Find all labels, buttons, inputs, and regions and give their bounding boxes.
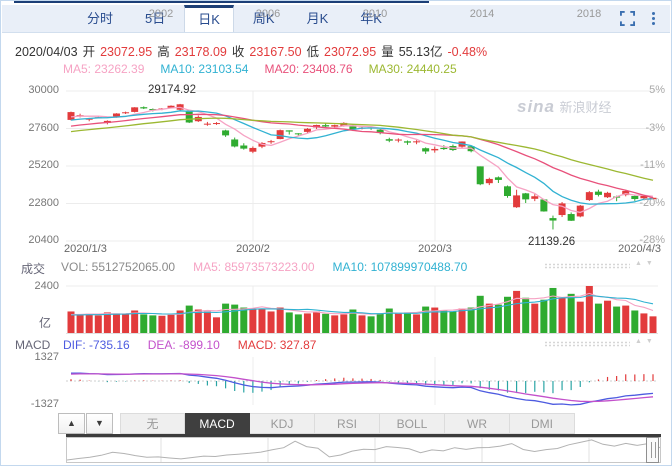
minimap-range-handle[interactable] bbox=[646, 437, 659, 463]
indicator-up-button[interactable]: ▲ bbox=[58, 413, 85, 434]
indicator-down-button[interactable]: ▼ bbox=[86, 413, 113, 434]
ma-legend-bar: MA5: 23262.39 MA10: 23103.54 MA20: 23408.7… bbox=[63, 62, 473, 76]
minimap-top-bar bbox=[66, 434, 661, 437]
main-percent-axis-tick: -11% bbox=[640, 159, 665, 171]
minimap-year-label: 2010 bbox=[362, 8, 388, 20]
main-x-axis-tick: 2020/3 bbox=[418, 243, 452, 255]
quote-field-value: 23072.95 bbox=[100, 45, 153, 59]
macd-legend-item: DEA: -899.10 bbox=[147, 338, 220, 352]
watermark-logo: sina bbox=[517, 97, 556, 116]
main-y-axis-tick: 30000 bbox=[28, 84, 59, 96]
indicator-tab[interactable]: MACD bbox=[185, 413, 250, 434]
history-minimap[interactable] bbox=[66, 437, 661, 463]
high-price-label: 29174.92 bbox=[148, 84, 196, 96]
main-x-axis-tick: 2020/1/3 bbox=[64, 243, 107, 255]
header-icons bbox=[620, 11, 655, 26]
volume-legend-item: VOL: 5512752065.00 bbox=[61, 260, 176, 274]
quote-field-label: 量 bbox=[381, 45, 394, 59]
low-price-label: 21139.26 bbox=[528, 236, 576, 248]
period-tab[interactable]: 日K bbox=[184, 5, 234, 32]
quote-field-value: 23178.09 bbox=[174, 45, 227, 59]
macd-legend: DIF: -735.16 DEA: -899.10 MACD: 327.87 bbox=[63, 338, 334, 352]
ma-legend-item: MA30: 24440.25 bbox=[368, 62, 457, 76]
volume-y-tick: 2400 bbox=[34, 280, 59, 292]
period-tab[interactable]: 周K bbox=[252, 11, 275, 26]
indicator-tabbar: 无 MACD KDJ RSI BOLL WR DMI bbox=[120, 413, 575, 434]
volume-legend-item: MA10: 107899970488.70 bbox=[332, 260, 468, 274]
quote-field-label: 高 bbox=[157, 45, 170, 59]
quote-field-label: 收 bbox=[231, 45, 245, 59]
macd-legend-item: DIF: -735.16 bbox=[63, 338, 130, 352]
main-percent-axis-tick: -20% bbox=[639, 196, 665, 209]
main-y-axis-tick: 27600 bbox=[28, 121, 59, 134]
period-tab[interactable]: 5日 bbox=[145, 11, 166, 26]
fullscreen-icon[interactable] bbox=[620, 11, 635, 26]
macd-chart[interactable] bbox=[1, 353, 672, 411]
ma-legend-item: MA5: 23262.39 bbox=[63, 62, 145, 76]
minimap-year-label: 2014 bbox=[469, 8, 495, 20]
macd-y-bottom-tick: -1327 bbox=[30, 398, 59, 410]
volume-pane-resize-grip[interactable] bbox=[544, 263, 630, 269]
indicator-tab[interactable]: KDJ bbox=[250, 413, 315, 434]
period-tab[interactable]: 年K bbox=[360, 11, 382, 26]
quote-field-value: 55.13亿 bbox=[398, 45, 443, 59]
volume-pane-title: 成交 bbox=[21, 262, 46, 276]
minimap-year-label: 2018 bbox=[576, 8, 602, 20]
period-tab[interactable]: 月K bbox=[306, 11, 329, 26]
indicator-tab[interactable]: RSI bbox=[315, 413, 380, 434]
volume-unit-label: 亿 bbox=[38, 316, 51, 330]
period-tabbar: 分时 5日 日K 周K 月K 年K bbox=[2, 5, 670, 33]
top-divider bbox=[14, 1, 429, 3]
ma-legend-item: MA10: 23103.54 bbox=[160, 62, 249, 76]
main-percent-axis-tick: 5% bbox=[649, 84, 665, 96]
volume-bar-chart[interactable] bbox=[1, 277, 672, 335]
volume-legend: VOL: 5512752065.00 MA5: 85973573223.00 MA1… bbox=[61, 260, 485, 274]
macd-pane-title: MACD bbox=[15, 338, 51, 352]
volume-legend-item: MA5: 85973573223.00 bbox=[193, 260, 315, 274]
main-y-axis-tick: 25200 bbox=[28, 159, 59, 171]
ohlc-info-bar: 2020/04/03 开 23072.95 高 23178.09 收 23167.50 低 23… bbox=[15, 41, 492, 60]
volume-pane-arrows[interactable]: ▲▼ bbox=[635, 260, 657, 267]
quote-field-value: 23072.95 bbox=[324, 45, 377, 59]
main-x-axis-tick: 2020/4/3 bbox=[618, 243, 661, 255]
main-candlestick-chart[interactable] bbox=[1, 77, 672, 255]
macd-pane-resize-grip[interactable] bbox=[544, 341, 630, 347]
indicator-tab[interactable]: WR bbox=[445, 413, 510, 434]
minimap-line-chart bbox=[67, 438, 660, 462]
quote-field-value: 23167.50 bbox=[249, 45, 302, 59]
quote-change-percent: -0.48% bbox=[447, 45, 488, 59]
main-percent-axis-tick: -28% bbox=[639, 234, 665, 246]
minimap-year-label: 2006 bbox=[255, 8, 281, 20]
quote-field-label: 开 bbox=[82, 45, 96, 59]
quote-date: 2020/04/03 bbox=[15, 45, 78, 59]
main-x-axis-tick: 2020/2 bbox=[236, 243, 270, 255]
macd-y-top-tick: 1327 bbox=[34, 351, 59, 363]
main-percent-axis-tick: -3% bbox=[645, 121, 665, 134]
kebab-menu-icon[interactable] bbox=[652, 12, 655, 15]
sina-watermark: sina 新浪财经 bbox=[517, 97, 612, 117]
minimap-year-label: 2002 bbox=[148, 8, 174, 20]
quote-field-label: 低 bbox=[306, 45, 320, 59]
main-y-axis-tick: 20400 bbox=[28, 234, 59, 246]
indicator-tab[interactable]: 无 bbox=[120, 413, 185, 434]
main-y-axis-tick: 22800 bbox=[28, 196, 59, 209]
period-tab[interactable]: 分时 bbox=[87, 11, 114, 26]
macd-pane-arrows[interactable]: ▲▼ bbox=[635, 338, 657, 345]
indicator-tab[interactable]: BOLL bbox=[380, 413, 445, 434]
ma-legend-item: MA20: 23408.76 bbox=[264, 62, 353, 76]
indicator-tab[interactable]: DMI bbox=[510, 413, 575, 434]
watermark-text: 新浪财经 bbox=[559, 100, 612, 115]
macd-legend-item: MACD: 327.87 bbox=[237, 338, 317, 352]
